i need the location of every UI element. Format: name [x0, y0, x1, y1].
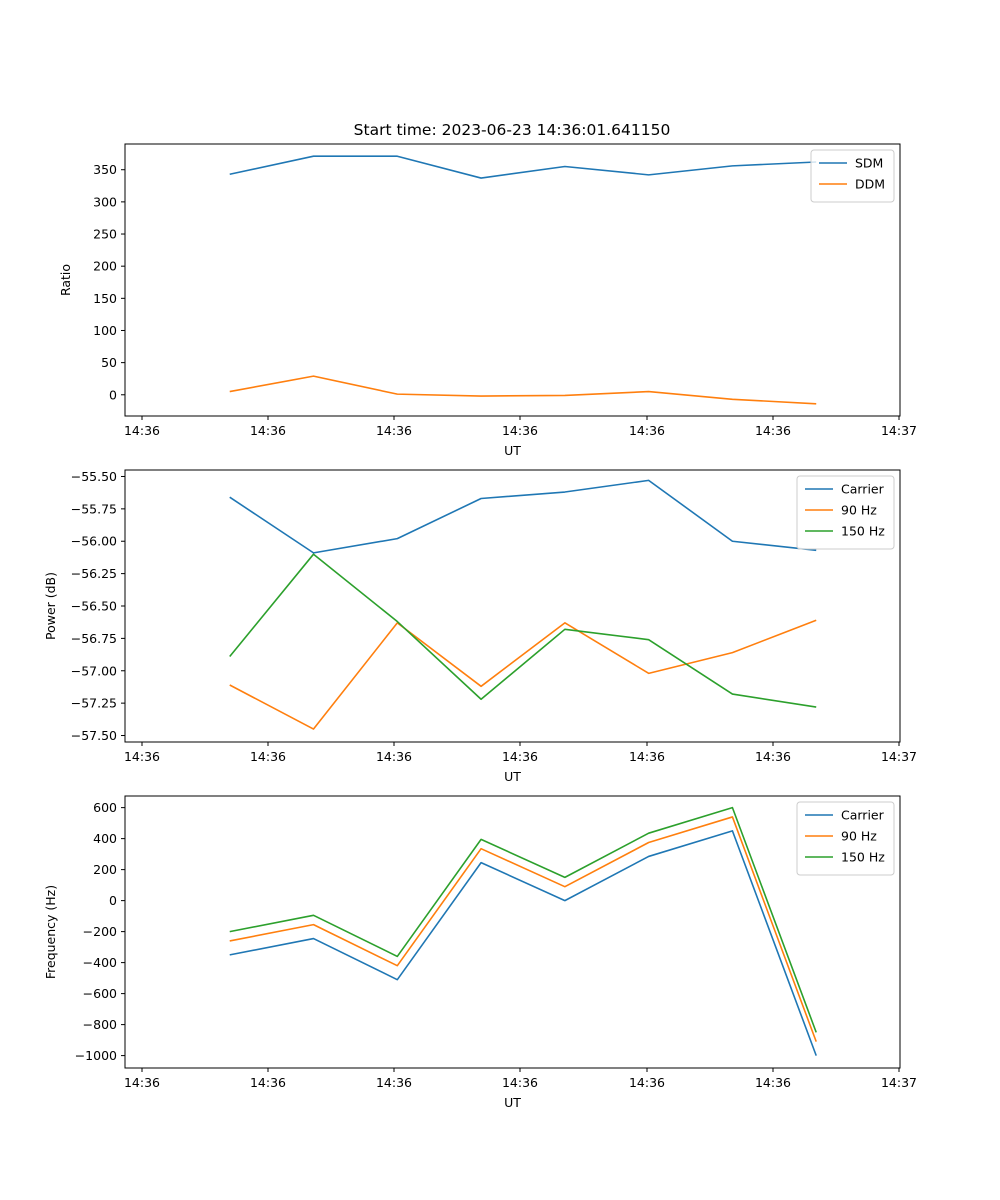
x-axis-label: UT — [504, 769, 521, 784]
y-tick-label: −200 — [83, 924, 117, 939]
y-tick-label: −56.75 — [71, 631, 117, 646]
y-tick-label: −800 — [83, 1017, 117, 1032]
legend-label: 150 Hz — [841, 524, 885, 539]
y-axis-label: Ratio — [58, 264, 73, 296]
x-tick-label: 14:36 — [629, 423, 665, 438]
y-axis-label: Frequency (Hz) — [43, 885, 58, 979]
x-tick-label: 14:36 — [376, 1075, 412, 1090]
y-tick-label: −57.00 — [71, 663, 117, 678]
y-tick-label: 150 — [93, 291, 117, 306]
y-tick-label: 0 — [109, 893, 117, 908]
chart-panel-1: 14:36 14:36 14:36 14:36 14:36 14:36 14:37 UT 0 50… — [58, 143, 917, 458]
x-tick-label: 14:36 — [124, 423, 160, 438]
y-tick-label: −400 — [83, 955, 117, 970]
y-tick-label: 250 — [93, 227, 117, 242]
y-tick-label: 400 — [93, 831, 117, 846]
y-tick-label: −57.50 — [71, 728, 117, 743]
x-tick-label: 14:37 — [881, 1075, 917, 1090]
y-tick-label: −56.00 — [71, 534, 117, 549]
y-tick-label: 50 — [101, 355, 117, 370]
legend: Carrier 90 Hz 150 Hz — [796, 475, 895, 550]
y-axis-label: Power (dB) — [43, 572, 58, 640]
x-tick-label: 14:36 — [376, 423, 412, 438]
legend-label: 150 Hz — [841, 850, 885, 865]
y-tick-label: −56.25 — [71, 566, 117, 581]
x-tick-label: 14:36 — [376, 749, 412, 764]
y-tick-label: 100 — [93, 323, 117, 338]
x-tick-label: 14:37 — [881, 423, 917, 438]
x-tick-label: 14:36 — [502, 749, 538, 764]
legend-label: SDM — [855, 156, 883, 171]
x-tick-label: 14:36 — [502, 423, 538, 438]
x-tick-label: 14:36 — [502, 1075, 538, 1090]
y-tick-label: 300 — [93, 194, 117, 209]
series-line-90-hz — [229, 816, 817, 1042]
y-tick-label: −600 — [83, 986, 117, 1001]
x-tick-label: 14:36 — [629, 749, 665, 764]
figure-title: Start time: 2023-06-23 14:36:01.641150 — [354, 121, 671, 139]
y-tick-label: 600 — [93, 800, 117, 815]
chart-panel-2: 14:36 14:36 14:36 14:36 14:36 14:36 14:37 UT −57… — [43, 469, 917, 784]
axes-frame — [124, 795, 901, 1069]
series-line-ddm — [229, 375, 817, 405]
y-tick-label: −57.25 — [71, 696, 117, 711]
x-tick-label: 14:36 — [250, 1075, 286, 1090]
x-tick-label: 14:37 — [881, 749, 917, 764]
chart-panel-3: 14:36 14:36 14:36 14:36 14:36 14:36 14:37 UT −10… — [43, 795, 917, 1110]
series-line-carrier — [229, 830, 817, 1056]
x-tick-label: 14:36 — [755, 749, 791, 764]
legend-label: 90 Hz — [841, 829, 877, 844]
y-tick-label: −55.50 — [71, 469, 117, 484]
x-tick-label: 14:36 — [755, 1075, 791, 1090]
series-line-sdm — [229, 155, 817, 179]
legend-label: 90 Hz — [841, 503, 877, 518]
y-tick-label: 200 — [93, 259, 117, 274]
series-line-150-hz — [229, 806, 817, 1033]
series-line-carrier — [229, 479, 817, 554]
x-tick-label: 14:36 — [124, 1075, 160, 1090]
legend-label: DDM — [855, 177, 885, 192]
y-tick-label: 350 — [93, 162, 117, 177]
axes-frame — [124, 143, 901, 417]
axes-frame — [124, 469, 901, 743]
legend-label: Carrier — [841, 808, 885, 823]
x-tick-label: 14:36 — [250, 423, 286, 438]
y-tick-label: −55.75 — [71, 501, 117, 516]
y-tick-label: −56.50 — [71, 599, 117, 614]
y-tick-label: −1000 — [75, 1048, 117, 1063]
x-tick-label: 14:36 — [124, 749, 160, 764]
series-line-150-hz — [229, 553, 817, 708]
x-axis-label: UT — [504, 1095, 521, 1110]
x-axis-label: UT — [504, 443, 521, 458]
series-line-90-hz — [229, 619, 817, 730]
y-tick-label: 200 — [93, 862, 117, 877]
x-tick-label: 14:36 — [629, 1075, 665, 1090]
x-tick-label: 14:36 — [755, 423, 791, 438]
x-tick-label: 14:36 — [250, 749, 286, 764]
legend: SDM DDM — [810, 149, 895, 203]
legend: Carrier 90 Hz 150 Hz — [796, 801, 895, 876]
legend-label: Carrier — [841, 482, 885, 497]
y-tick-label: 0 — [109, 387, 117, 402]
